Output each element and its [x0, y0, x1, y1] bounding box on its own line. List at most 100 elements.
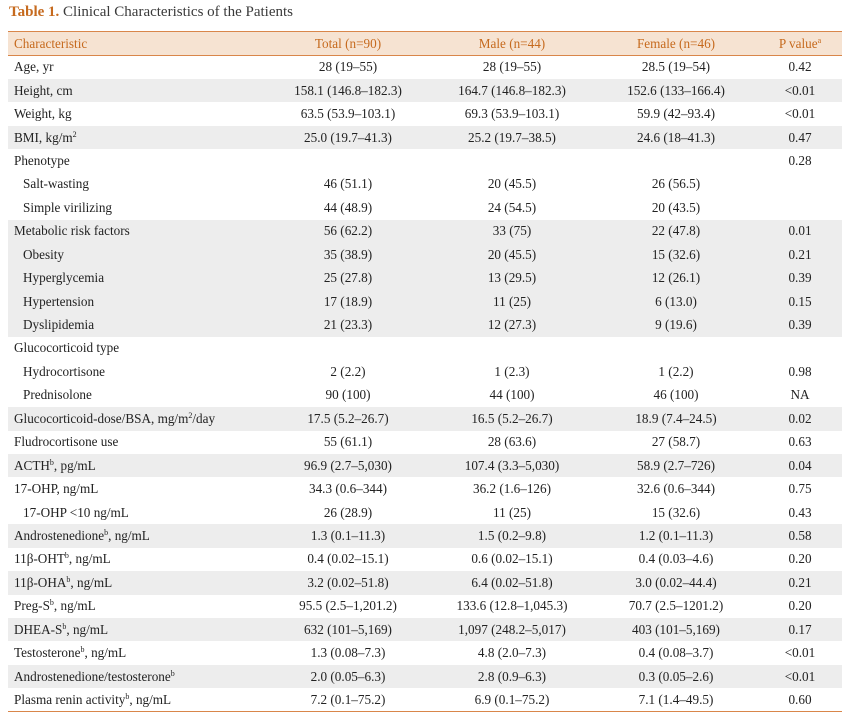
- cell-female: 403 (101–5,169): [632, 621, 720, 637]
- cell-male: 28 (19–55): [482, 59, 542, 75]
- cell-p-value: 0.39: [788, 270, 812, 286]
- table-row: 11β-OHAb, ng/mL 3.2 (0.02–51.8) 6.4 (0.02–…: [8, 571, 842, 595]
- row-label: Preg-Sb, ng/mL: [8, 595, 266, 618]
- cell-total: 95.5 (2.5–1,201.2): [299, 598, 397, 614]
- cell-total: 44 (48.9): [323, 199, 373, 215]
- table-row: Hydrocortisone 2 (2.2) 1 (2.3) 1 (2.2) 0.98: [8, 360, 842, 383]
- cell-p-value: 0.21: [788, 574, 812, 590]
- row-label: Weight, kg: [8, 102, 266, 125]
- cell-total: 28 (19–55): [318, 59, 378, 75]
- cell-total: 3.2 (0.02–51.8): [307, 574, 389, 590]
- cell-female: 18.9 (7.4–24.5): [635, 410, 717, 426]
- cell-female: 0.4 (0.03–4.6): [638, 551, 714, 567]
- row-label: 11β-OHTb, ng/mL: [8, 548, 266, 571]
- row-label-text: Age, yr: [14, 59, 54, 75]
- cell-male: 36.2 (1.6–126): [472, 481, 552, 497]
- cell-p-value: <0.01: [784, 645, 816, 661]
- cell-male: 12 (27.3): [487, 317, 537, 333]
- row-label-text: Obesity: [23, 246, 65, 262]
- row-label: 11β-OHAb, ng/mL: [8, 571, 266, 594]
- row-label: BMI, kg/m2: [8, 126, 266, 149]
- cell-male: [430, 149, 594, 172]
- row-label-text: 11β-OHT: [14, 551, 65, 567]
- row-label-text: DHEA-S: [14, 621, 63, 637]
- row-label: Dyslipidemia: [8, 313, 266, 336]
- row-label-text: 17-OHP, ng/mL: [14, 481, 99, 497]
- row-label-superscript: b: [80, 645, 85, 655]
- row-label: Androstenedioneb, ng/mL: [8, 524, 266, 547]
- cell-p-value: 0.42: [788, 59, 812, 75]
- row-label: Testosteroneb, ng/mL: [8, 641, 266, 664]
- row-label-text: Testosterone: [14, 645, 81, 661]
- row-label-text: Glucocorticoid-dose/BSA, mg/m: [14, 410, 189, 426]
- cell-total: 25.0 (19.7–41.3): [304, 129, 392, 145]
- row-label-unit: , ng/mL: [66, 621, 109, 637]
- row-label-text: Hydrocortisone: [23, 363, 106, 379]
- cell-female: 15 (32.6): [651, 246, 701, 262]
- row-label: ACTHb, pg/mL: [8, 454, 266, 477]
- header-male: Male (n=44): [430, 31, 594, 56]
- cell-male: 25.2 (19.7–38.5): [468, 129, 556, 145]
- row-label: Hyperglycemia: [8, 266, 266, 289]
- row-label-text: Fludrocortisone use: [14, 434, 119, 450]
- row-label-text: Dyslipidemia: [23, 317, 95, 333]
- table-row: Fludrocortisone use 55 (61.1) 28 (63.6) 27 …: [8, 431, 842, 454]
- cell-total: 90 (100): [325, 387, 371, 403]
- cell-female: 46 (100): [653, 387, 699, 403]
- cell-p-value: [758, 196, 842, 219]
- cell-female: 7.1 (1.4–49.5): [594, 688, 758, 712]
- header-row: Characteristic Total (n=90) Male (n=44) …: [8, 31, 842, 56]
- cell-p-value: <0.01: [784, 668, 816, 684]
- table-caption: Clinical Characteristics of the Patients: [59, 4, 293, 20]
- row-label-text: Plasma renin activity: [14, 691, 126, 707]
- row-label-unit: , ng/mL: [70, 574, 113, 590]
- cell-total: 55 (61.1): [323, 434, 373, 450]
- table-row: Androstenedioneb, ng/mL 1.3 (0.1–11.3) 1.5…: [8, 524, 842, 548]
- row-label: Metabolic risk factors: [8, 220, 266, 243]
- cell-p-value: 0.20: [788, 551, 812, 567]
- cell-total: 17.5 (5.2–26.7): [307, 410, 389, 426]
- cell-male: 11 (25): [493, 504, 531, 520]
- row-label-unit: , pg/mL: [53, 457, 96, 473]
- table-row: Glucocorticoid-dose/BSA, mg/m2/day 17.5 (…: [8, 407, 842, 431]
- row-label-text: Hyperglycemia: [23, 270, 105, 286]
- row-label-text: Androstenedione/testosterone: [14, 668, 171, 684]
- table-row: Prednisolone 90 (100) 44 (100) 46 (100) NA: [8, 384, 842, 407]
- row-label-text: Metabolic risk factors: [14, 223, 130, 239]
- row-label: Prednisolone: [8, 384, 266, 407]
- cell-p-value: 0.58: [788, 527, 812, 543]
- cell-male: 20 (45.5): [487, 246, 537, 262]
- cell-male: 13 (29.5): [487, 270, 537, 286]
- table-row: Glucocorticoid type: [8, 337, 842, 360]
- row-label: Androstenedione/testosteroneb: [8, 665, 266, 688]
- row-label-superscript: 2: [188, 410, 193, 420]
- cell-p-value: [758, 173, 842, 196]
- table-row: Salt-wasting 46 (51.1) 20 (45.5) 26 (56.5): [8, 173, 842, 196]
- row-label-superscript: b: [64, 551, 69, 561]
- table-row: Plasma renin activityb, ng/mL 7.2 (0.1–75…: [8, 688, 842, 712]
- row-label-unit: , ng/mL: [68, 551, 111, 567]
- cell-female: 152.6 (133–166.4): [627, 82, 725, 98]
- table-row: Phenotype 0.28: [8, 149, 842, 172]
- cell-female: [594, 149, 758, 172]
- row-label-superscript: b: [49, 457, 54, 467]
- row-label: Glucocorticoid type: [8, 337, 266, 360]
- row-label-superscript: b: [66, 574, 71, 584]
- table-row: BMI, kg/m2 25.0 (19.7–41.3) 25.2 (19.7–38.…: [8, 125, 842, 150]
- cell-female: 24.6 (18–41.3): [636, 129, 716, 145]
- row-label-superscript: b: [125, 691, 130, 701]
- cell-total: 46 (51.1): [323, 176, 373, 192]
- cell-male: 107.4 (3.3–5,030): [464, 457, 560, 473]
- header-p-value-text: P value: [778, 35, 818, 51]
- cell-p-value: 0.01: [788, 223, 812, 239]
- row-label-superscript: b: [104, 527, 109, 537]
- cell-p-value: 0.02: [788, 410, 812, 426]
- row-label: Hydrocortisone: [8, 360, 266, 383]
- row-label: Salt-wasting: [8, 173, 266, 196]
- row-label-text: Preg-S: [14, 598, 50, 614]
- cell-total: 7.2 (0.1–75.2): [266, 688, 430, 712]
- row-label-unit: , ng/mL: [84, 645, 127, 661]
- table-row: 17-OHP <10 ng/mL 26 (28.9) 11 (25) 15 (32.6…: [8, 501, 842, 524]
- cell-female: 70.7 (2.5–1201.2): [628, 598, 724, 614]
